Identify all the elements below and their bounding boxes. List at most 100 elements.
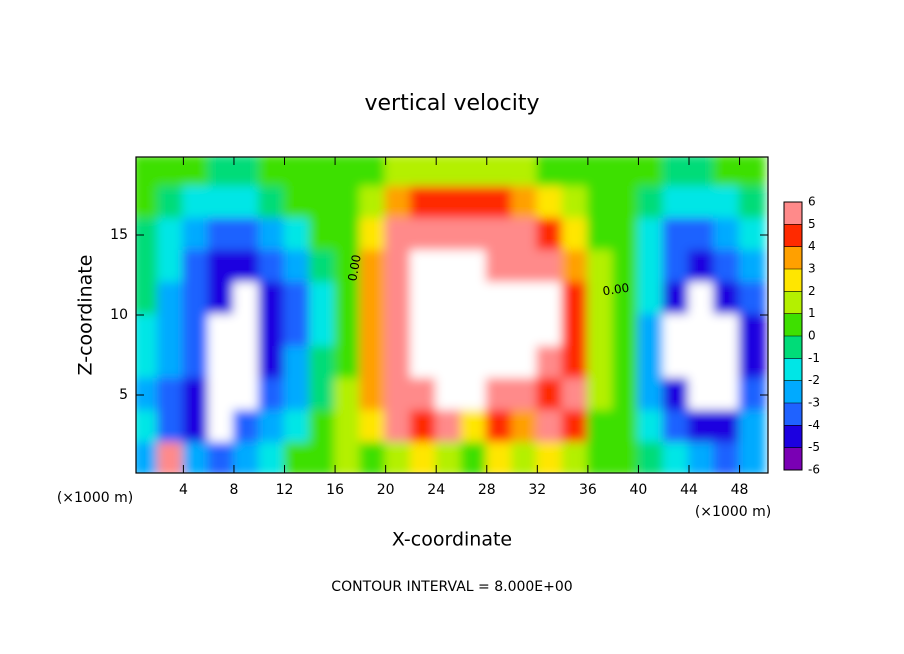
field-cell xyxy=(713,442,741,473)
field-cell xyxy=(662,378,690,412)
field-cell xyxy=(738,346,766,380)
field-cell xyxy=(688,378,716,412)
field-cell xyxy=(738,157,766,188)
x-tick-label: 40 xyxy=(630,482,648,498)
field-cell xyxy=(409,218,438,252)
field-cell xyxy=(637,218,665,252)
field-cell xyxy=(157,186,185,220)
field-cell xyxy=(232,346,261,380)
field-cell xyxy=(308,157,337,188)
colorbar-band xyxy=(784,447,802,470)
field-cell xyxy=(662,346,690,380)
field-cell xyxy=(460,346,488,380)
colorbar-band xyxy=(784,269,802,292)
field-cell xyxy=(485,157,514,188)
field-cell xyxy=(536,314,564,348)
field-cell xyxy=(485,442,514,473)
field-cell xyxy=(637,186,665,220)
field-cell xyxy=(258,282,286,316)
field-cell xyxy=(136,314,160,348)
field-cell xyxy=(359,442,387,473)
field-cell xyxy=(485,410,514,444)
field-cell xyxy=(435,410,463,444)
field-cell xyxy=(334,218,362,252)
field-cell xyxy=(359,186,387,220)
field-cell xyxy=(435,314,463,348)
field-cell xyxy=(409,378,438,412)
field-cell xyxy=(688,314,716,348)
colorbar-tick-label: -6 xyxy=(808,463,820,477)
colorbar-band xyxy=(784,336,802,359)
field-cell xyxy=(536,186,564,220)
field-cell xyxy=(182,250,210,284)
field-cell xyxy=(157,218,185,252)
field-cell xyxy=(561,250,589,284)
field-cell xyxy=(384,282,412,316)
field-cell xyxy=(207,410,235,444)
field-cell xyxy=(637,250,665,284)
x-tick-label: 48 xyxy=(731,482,749,498)
field-cell xyxy=(561,186,589,220)
colorbar-tick-label: 2 xyxy=(808,284,816,298)
field-cell xyxy=(511,186,539,220)
field-cell xyxy=(207,346,235,380)
field-cell xyxy=(586,157,615,188)
colorbar-tick-label: -4 xyxy=(808,418,820,432)
field-cell xyxy=(308,410,337,444)
y-tick-label: 5 xyxy=(119,387,128,403)
colorbar-tick-label: -1 xyxy=(808,351,820,365)
field-cell xyxy=(182,282,210,316)
field-cell xyxy=(207,157,235,188)
colorbar-tick-label: 4 xyxy=(808,239,816,253)
field-cell xyxy=(713,410,741,444)
field-cell xyxy=(662,314,690,348)
field-cell xyxy=(662,410,690,444)
field-cell xyxy=(561,314,589,348)
field-cell xyxy=(586,282,615,316)
x-tick-label: 16 xyxy=(326,482,344,498)
field-cell xyxy=(738,442,766,473)
field-cell xyxy=(157,157,185,188)
field-cell xyxy=(738,314,766,348)
field-cell xyxy=(258,314,286,348)
field-cell xyxy=(435,186,463,220)
field-cell xyxy=(460,314,488,348)
field-cell xyxy=(586,186,615,220)
field-cell xyxy=(511,250,539,284)
field-cell xyxy=(688,442,716,473)
field-cell xyxy=(586,314,615,348)
field-cell xyxy=(662,442,690,473)
field-cell xyxy=(308,346,337,380)
field-cell xyxy=(283,282,311,316)
field-cell xyxy=(612,218,640,252)
field-cell xyxy=(612,346,640,380)
colorbar-band xyxy=(784,425,802,448)
field-cell xyxy=(258,346,286,380)
overlay: 4 8 12 16 20 24 28 32 36 40 44 4851015-6-5-4-3-2-10… xyxy=(110,156,820,498)
field-cell xyxy=(384,186,412,220)
field-cell xyxy=(688,157,716,188)
field-cell xyxy=(258,250,286,284)
field-cell xyxy=(409,186,438,220)
field-cell xyxy=(409,314,438,348)
field-cell xyxy=(409,157,438,188)
field-cell xyxy=(586,442,615,473)
field-cell xyxy=(283,346,311,380)
colorbar-tick-label: 6 xyxy=(808,195,816,209)
field-cell xyxy=(536,157,564,188)
colorbar-tick-label: 1 xyxy=(808,306,816,320)
field-cell xyxy=(308,282,337,316)
field-cell xyxy=(561,282,589,316)
field-cell xyxy=(460,442,488,473)
contour-label: 0.00 xyxy=(602,281,630,299)
field-cell xyxy=(207,378,235,412)
field-cell xyxy=(182,314,210,348)
field-cell xyxy=(136,378,160,412)
field-cell xyxy=(713,250,741,284)
field-cell xyxy=(207,282,235,316)
field-cell xyxy=(182,157,210,188)
field-cell xyxy=(586,410,615,444)
field-cell xyxy=(511,157,539,188)
field-cell xyxy=(637,157,665,188)
colorbar-band xyxy=(784,202,802,225)
